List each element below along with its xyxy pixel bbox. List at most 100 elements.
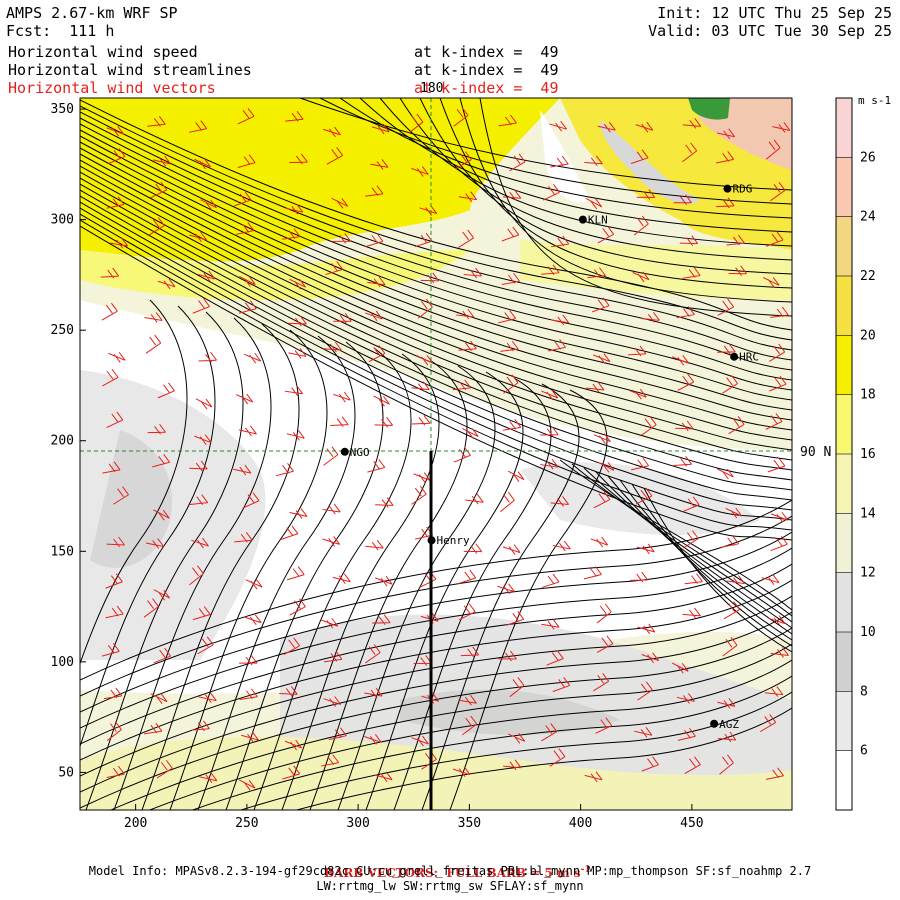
wind-barb	[101, 643, 120, 657]
wind-barb	[371, 123, 390, 135]
streamline-lower	[148, 659, 792, 810]
wind-barb	[677, 727, 696, 741]
streamline-jet	[80, 207, 792, 511]
streamline-jet	[80, 225, 792, 541]
streamline-upper	[399, 98, 792, 261]
wind-barb	[679, 235, 699, 246]
wind-barb	[641, 416, 657, 436]
streamline-lower	[239, 691, 792, 810]
station-dot	[578, 215, 587, 224]
wind-barb	[324, 650, 343, 663]
wind-barb	[552, 677, 571, 693]
wind-barb	[101, 302, 118, 321]
wind-barb	[502, 544, 521, 555]
wind-barb	[673, 194, 692, 206]
colorbar: 26 24 22 20 18 16 14 12 10 8 6	[836, 98, 876, 810]
wind-barb	[452, 379, 472, 391]
wind-barb	[283, 637, 301, 656]
wind-barb	[550, 314, 570, 326]
wind-barb	[157, 278, 176, 290]
wind-barb	[717, 468, 734, 480]
streamline-jet	[80, 99, 792, 331]
wind-barb	[682, 607, 701, 619]
streamline-east	[595, 471, 792, 629]
colorbar-label: 16	[860, 447, 876, 462]
streamline-curve	[365, 371, 524, 810]
streamline-jet	[80, 189, 792, 481]
wind-barb	[592, 297, 610, 313]
y-tick-label: 50	[58, 765, 74, 780]
wind-barb	[630, 149, 649, 164]
wind-barb	[365, 310, 383, 322]
y-tick-label: 100	[51, 655, 74, 670]
streamline-jet	[80, 183, 792, 471]
wind-barb	[452, 766, 471, 778]
wind-barb	[508, 733, 526, 744]
wind-barb	[106, 765, 125, 778]
streamline-lower	[80, 563, 792, 745]
wind-barb	[286, 430, 305, 441]
wind-barb	[239, 654, 258, 666]
field-level-streamlines: at k-index = 49	[414, 61, 559, 79]
wind-barb	[102, 368, 119, 387]
wind-barb	[289, 508, 308, 519]
streamline-upper	[319, 98, 792, 205]
wind-barb	[411, 166, 429, 177]
station-dot	[427, 536, 436, 545]
wind-barb	[634, 727, 653, 738]
wind-barb	[328, 727, 347, 741]
wind-barb	[236, 393, 254, 405]
streamline-lower	[80, 611, 792, 793]
wind-barb	[770, 535, 788, 552]
wind-barb	[627, 345, 647, 357]
wind-barb	[331, 197, 349, 209]
colorbar-label: 24	[860, 210, 876, 225]
wind-barb	[593, 672, 610, 692]
streamline-curve	[225, 341, 384, 810]
streamline-lower	[294, 707, 792, 810]
wind-barb	[458, 191, 478, 202]
station-dot	[340, 447, 349, 456]
wind-barb	[333, 313, 352, 324]
streamline-jet	[80, 201, 792, 501]
wind-barb	[509, 677, 525, 698]
forecast-hour: Fcst: 111 h	[6, 22, 115, 40]
wind-barb	[636, 189, 656, 200]
wind-barb	[596, 635, 614, 653]
wind-barb	[546, 650, 564, 666]
wind-barb	[365, 233, 384, 248]
wind-barb	[502, 189, 522, 201]
model-info-line1: Model Info: MPASv8.2.3-194-gf29cd82c CU:…	[88, 864, 812, 878]
wind-barb	[503, 759, 522, 771]
streamline-lower	[80, 547, 792, 729]
wind-barb	[153, 509, 170, 521]
wind-barb	[593, 491, 611, 509]
wind-barb	[597, 461, 615, 473]
wind-barb	[194, 434, 212, 445]
parallel-label: 90 N	[800, 445, 831, 460]
wind-barb	[233, 191, 252, 207]
wind-barb	[671, 662, 689, 674]
wind-barb	[375, 497, 394, 508]
colorbar-segment	[836, 216, 852, 276]
wind-barb	[765, 413, 783, 430]
x-tick-label: 200	[124, 816, 147, 831]
wind-barb	[195, 398, 213, 410]
colorbar-label: 10	[860, 625, 876, 640]
station-label: RDG	[732, 183, 752, 196]
wind-barb	[145, 538, 165, 549]
wind-barb	[766, 231, 784, 247]
wind-barb	[416, 354, 434, 366]
streamline-east	[559, 459, 792, 611]
wind-barb	[765, 767, 785, 780]
wind-barb	[593, 353, 611, 364]
wind-barb	[585, 381, 605, 393]
wind-barb	[368, 345, 386, 363]
wind-barb	[765, 139, 781, 160]
wind-barb	[239, 688, 258, 700]
streamline-jet	[80, 219, 792, 531]
wind-barb	[411, 735, 429, 747]
wind-barb	[152, 453, 171, 468]
streamline-jet	[80, 165, 792, 441]
wind-barb	[242, 492, 260, 509]
